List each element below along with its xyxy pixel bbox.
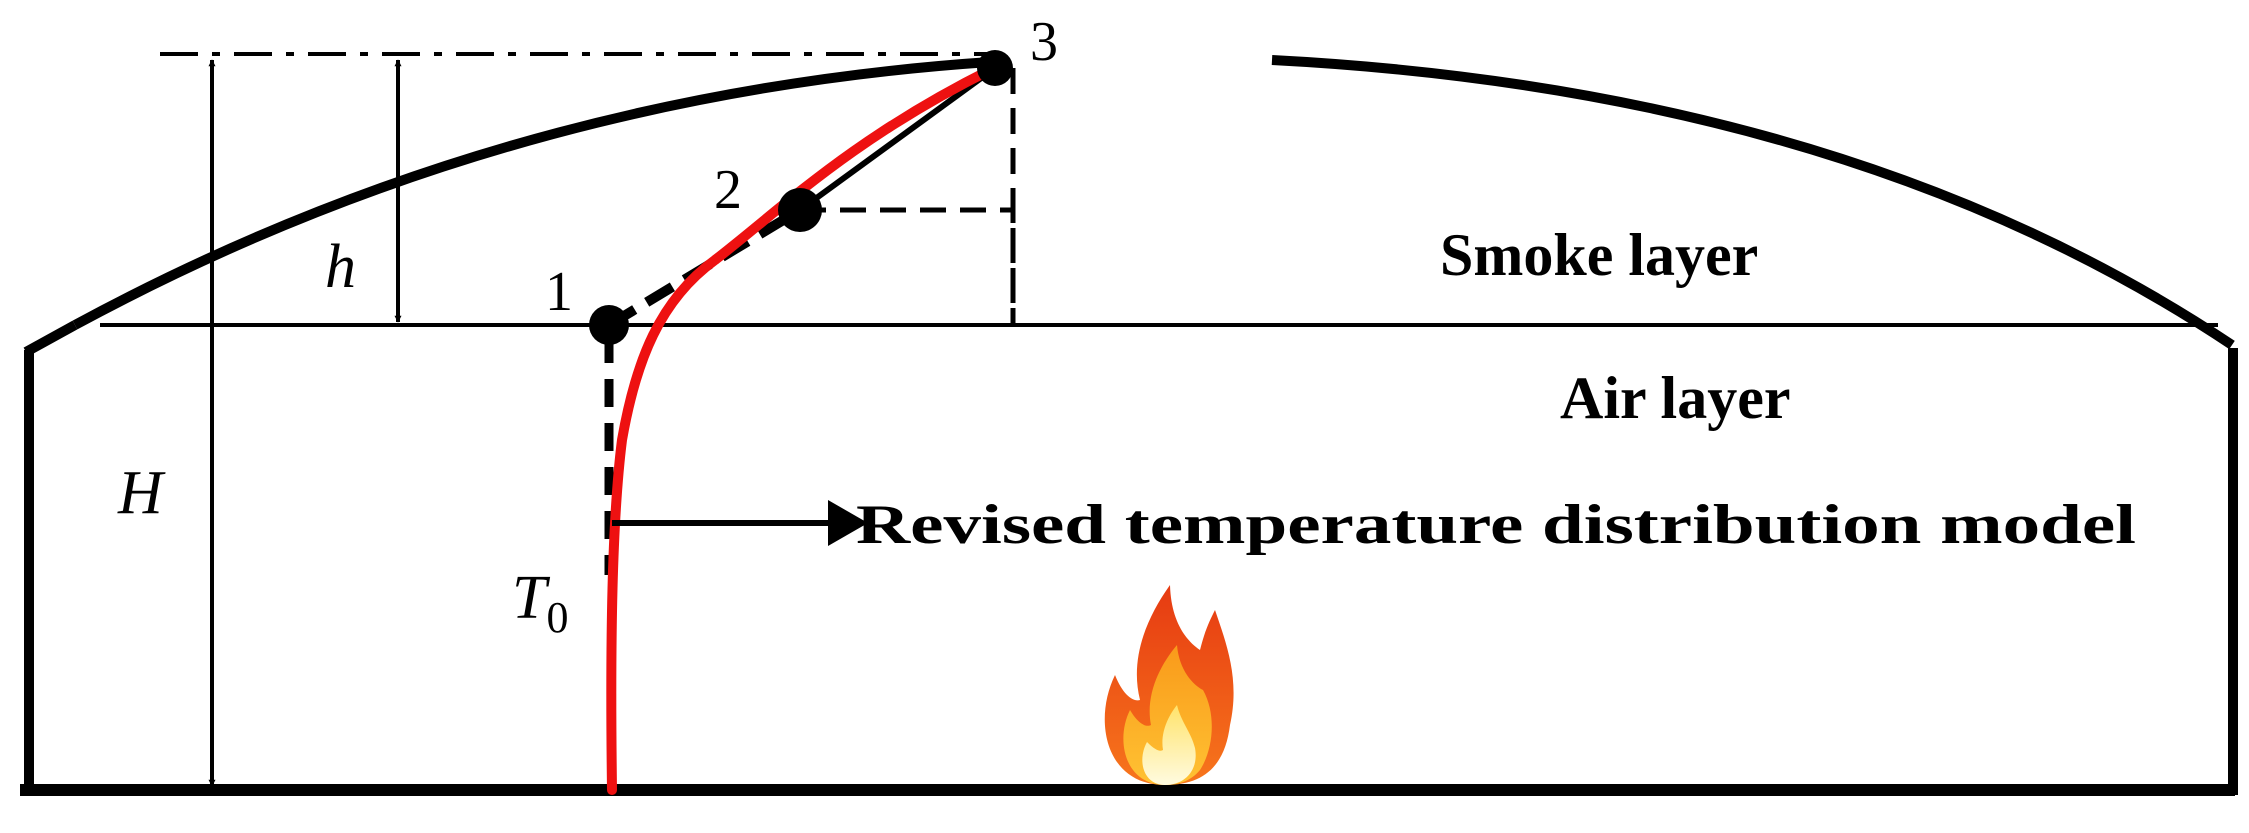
point-1-label: 1 [545,261,573,323]
smoke-depth-h-label: h [325,233,356,301]
dashed-step-point2 [800,207,1016,325]
model-points [589,50,1013,345]
building-outline [20,55,2238,796]
point-1-marker [589,305,629,345]
flame-icon [1104,585,1234,785]
dashed-segment-2-3 [798,65,997,213]
smoke-layer-label: Smoke layer [1440,222,1758,288]
model-arrow-head [828,500,868,546]
point-3-marker [977,50,1013,86]
model-label: Revised temperature distribution model [856,494,2136,556]
height-H-label: H [117,459,166,527]
temperature-curve [606,65,995,795]
point-3-label: 3 [1030,11,1058,73]
point-2-label: 2 [714,159,742,221]
air-layer-label: Air layer [1560,365,1790,431]
ambient-temperature-label: T0 [512,564,568,642]
roof-left-segment [72,57,991,330]
dimension-lines [160,52,990,787]
point-2-marker [778,188,822,232]
roof-right-segment [1271,55,2235,350]
left-eave [23,320,78,357]
